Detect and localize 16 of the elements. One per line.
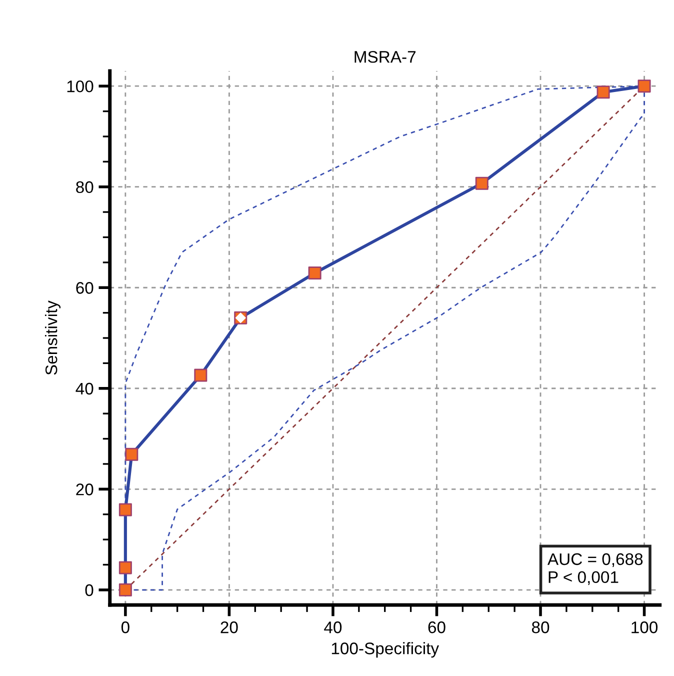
annotation: AUC = 0,688 P < 0,001 — [547, 553, 643, 586]
y-tick-label: 60 — [76, 282, 94, 294]
y-axis-title: Sensitivity — [44, 300, 61, 375]
chart-title: MSRA-7 — [354, 51, 416, 63]
x-tick-label: 20 — [220, 621, 238, 634]
x-tick-label: 0 — [121, 621, 130, 634]
x-tick-label: 100 — [632, 621, 658, 634]
x-tick-label: 80 — [532, 621, 550, 634]
y-tick-label: 100 — [67, 80, 94, 92]
y-tick-label: 0 — [85, 584, 94, 596]
x-tick-label: 60 — [428, 621, 446, 634]
x-axis-title: 100-Specificity — [332, 642, 440, 658]
y-tick-label: 40 — [76, 382, 94, 395]
y-tick-label: 80 — [76, 181, 94, 194]
y-tick-label: 20 — [76, 484, 94, 496]
x-tick-label: 40 — [324, 621, 342, 634]
